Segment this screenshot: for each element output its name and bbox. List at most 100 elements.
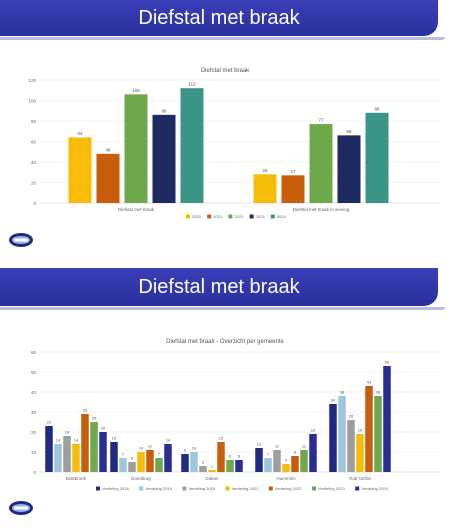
bar (164, 444, 172, 472)
bar (374, 396, 382, 472)
legend-swatch (139, 486, 144, 491)
bar (155, 458, 163, 472)
y-tick-label: 20 (31, 430, 37, 435)
data-label: 14 (74, 438, 79, 443)
data-label: 106 (132, 88, 140, 93)
legend-swatch (228, 214, 233, 219)
y-tick-label: 40 (31, 160, 37, 165)
slide-2-banner: Diefstal met braak (0, 268, 445, 310)
data-label: 15 (219, 436, 224, 441)
data-label: 3 (202, 460, 205, 465)
bar (338, 396, 346, 472)
legend-swatch (312, 486, 316, 491)
data-label: 88 (374, 106, 380, 111)
data-label: 27 (290, 169, 296, 174)
bar (226, 460, 234, 472)
bar (128, 462, 136, 472)
legend-swatch (270, 214, 275, 219)
bar (63, 436, 71, 472)
legend-swatch (355, 486, 360, 491)
legend-swatch (225, 486, 230, 491)
bar (96, 153, 120, 203)
legend-entry: 2021 (213, 214, 223, 219)
x-tick-label: Doesburg (131, 476, 151, 481)
bar (337, 135, 361, 203)
x-tick-label: Didam (205, 476, 218, 481)
legend-entry: Verdeling 2023 (318, 486, 345, 491)
police-logo-icon (9, 501, 33, 515)
bar (264, 458, 272, 472)
data-label: 11 (302, 444, 307, 449)
legend-entry: 2023 (256, 214, 266, 219)
bar (208, 470, 216, 472)
bar (68, 137, 92, 203)
bar (291, 456, 299, 472)
data-label: 38 (376, 390, 381, 395)
y-tick-label: 120 (28, 78, 36, 83)
bar (45, 426, 53, 472)
data-label: 7 (267, 452, 270, 457)
legend-entry: Verdeling 2020 (188, 486, 215, 491)
bar (190, 452, 198, 472)
data-label: 7 (122, 452, 125, 457)
y-tick-label: 60 (31, 140, 37, 145)
bar (180, 88, 204, 203)
y-tick-label: 20 (31, 181, 37, 186)
bar (110, 442, 118, 472)
data-label: 10 (192, 446, 197, 451)
data-label: 20 (101, 426, 106, 431)
chart-1: Diefstal met braak 0 20 40 60 80 100 120 64 48 106… (28, 68, 440, 219)
legend-swatch (268, 486, 273, 491)
data-label: 9 (184, 448, 187, 453)
y-tick-label: 0 (33, 470, 36, 475)
data-label: 6 (238, 454, 241, 459)
x-tick-label: Diefstal met braak (118, 207, 155, 212)
x-tick-label: Diefstal met braak in woning (293, 207, 350, 212)
legend-entry: Verdeling 2024 (361, 486, 388, 491)
y-tick-label: 100 (28, 99, 36, 104)
bar (124, 94, 148, 203)
bar (253, 174, 277, 203)
data-label: 34 (331, 398, 336, 403)
data-label: 10 (139, 446, 144, 451)
slide-1: Diefstal met braak Diefstal met braak 0 20… (0, 0, 450, 262)
y-tick-label: 60 (31, 350, 37, 355)
legend-entry: Verdeling 2019 (145, 486, 172, 491)
bar (329, 404, 337, 472)
data-label: 4 (285, 458, 288, 463)
bar (300, 450, 308, 472)
bar (281, 175, 305, 203)
bar (383, 366, 391, 472)
legend-swatch (96, 486, 100, 491)
legend-entry: 2020 (192, 214, 202, 219)
x-tick-label: Toal Gerbe (349, 476, 372, 481)
bar (365, 112, 389, 203)
data-label: 64 (77, 131, 83, 136)
legend-entry: Verdeling 2022 (275, 486, 302, 491)
data-label: 77 (318, 118, 324, 123)
data-label: 86 (161, 108, 167, 113)
bar (181, 454, 189, 472)
bar (235, 460, 243, 472)
data-label: 28 (262, 168, 268, 173)
bar (309, 124, 333, 203)
bar (72, 444, 80, 472)
bar (137, 452, 145, 472)
y-tick-label: 10 (31, 450, 37, 455)
y-tick-label: 50 (31, 370, 37, 375)
data-label: 1 (211, 464, 214, 469)
bar (309, 434, 317, 472)
bar (199, 466, 207, 472)
data-label: 11 (148, 444, 153, 449)
bar (119, 458, 127, 472)
data-label: 38 (340, 390, 345, 395)
data-label: 66 (346, 129, 352, 134)
data-label: 43 (367, 380, 372, 385)
data-label: 48 (105, 147, 111, 152)
data-label: 23 (47, 420, 52, 425)
legend-swatch (207, 214, 212, 219)
data-label: 14 (56, 438, 61, 443)
data-label: 12 (257, 442, 262, 447)
bar (356, 434, 364, 472)
y-tick-label: 0 (33, 201, 36, 206)
